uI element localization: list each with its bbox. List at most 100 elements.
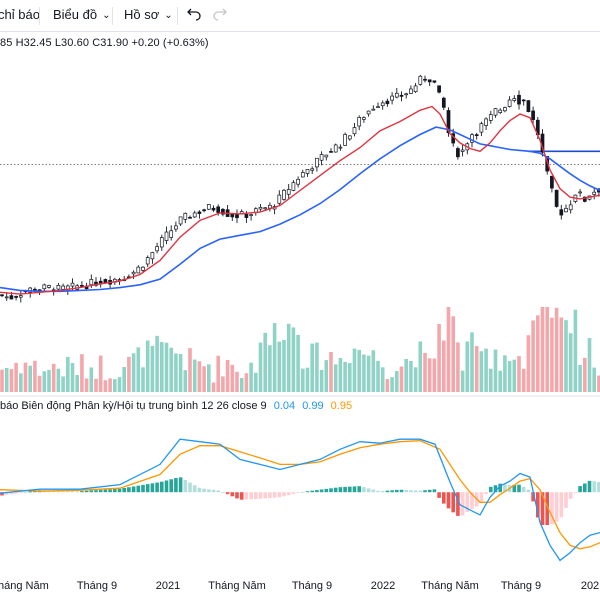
- candle-body: [385, 100, 390, 105]
- chevron-down-icon: ⌄: [164, 10, 173, 21]
- candle-body: [554, 189, 559, 207]
- volume-bar: [338, 358, 343, 392]
- histogram-bar: [296, 492, 300, 494]
- candle-body: [484, 118, 488, 126]
- histogram-bar: [460, 492, 465, 516]
- volume-bar: [235, 371, 239, 392]
- histogram-bar: [395, 489, 399, 493]
- volume-bar: [568, 333, 573, 392]
- candle-body: [390, 95, 394, 101]
- volume-bar: [489, 368, 493, 392]
- histogram-bar: [329, 488, 333, 493]
- histogram-bar: [550, 492, 554, 525]
- histogram-bar: [343, 486, 347, 493]
- volume-bar: [305, 367, 310, 392]
- histogram-bar: [427, 489, 432, 493]
- volume-bar: [216, 355, 220, 392]
- histogram-bar: [84, 490, 89, 493]
- histogram-bar: [404, 489, 408, 493]
- histogram-bar: [94, 490, 98, 493]
- histogram-bar: [0, 492, 4, 496]
- volume-bar: [380, 367, 385, 392]
- candle-body: [291, 182, 296, 191]
- histogram-bar: [319, 489, 324, 493]
- candle-body: [427, 79, 432, 83]
- chevron-down-icon: ⌄: [102, 10, 111, 21]
- volume-bar: [550, 317, 554, 392]
- histogram-bar: [536, 492, 540, 518]
- candle-body: [221, 208, 225, 215]
- candle-body: [521, 99, 526, 102]
- volume-bar: [84, 378, 89, 392]
- volume-bar: [169, 347, 173, 392]
- volume-bar: [390, 377, 394, 392]
- volume-bar: [564, 320, 568, 392]
- volume-bar: [427, 358, 432, 392]
- candle-body: [474, 134, 479, 136]
- volume-bar: [263, 332, 267, 392]
- volume-bar: [28, 365, 32, 392]
- volume-bar: [202, 366, 206, 392]
- volume-bar: [446, 307, 451, 392]
- volume-bar: [61, 376, 65, 392]
- histogram-bar: [221, 492, 225, 493]
- volume-bar: [113, 379, 117, 392]
- candle-body: [338, 146, 343, 149]
- candle-body: [592, 191, 597, 195]
- volume-bar: [296, 334, 300, 392]
- histogram-bar: [352, 486, 357, 493]
- histogram-bar: [131, 486, 136, 493]
- indicators-button[interactable]: chỉ báo: [0, 7, 40, 22]
- volume-bar: [145, 340, 150, 392]
- volume-bar: [531, 320, 535, 392]
- candle-body: [324, 154, 329, 158]
- redo-icon[interactable]: [212, 5, 228, 26]
- profile-menu-button[interactable]: Hồ sơ ⌄: [124, 7, 173, 22]
- volume-bar: [33, 360, 37, 392]
- histogram-bar: [451, 492, 455, 513]
- candle-body: [305, 169, 310, 174]
- histogram-bar: [28, 491, 32, 493]
- histogram-bar: [484, 492, 488, 495]
- volume-bar: [42, 371, 47, 392]
- macd-histogram: [0, 477, 600, 526]
- volume-bar: [75, 374, 79, 392]
- candle-body: [333, 144, 338, 153]
- histogram-bar: [89, 490, 94, 493]
- histogram-bar: [380, 490, 385, 493]
- histogram-bar: [371, 489, 376, 493]
- volume-bar: [89, 367, 94, 392]
- volume-bar: [343, 361, 347, 392]
- histogram-bar: [498, 483, 502, 493]
- macd-legend: báo Biên động Phân kỳ/Hội tụ trung bình …: [0, 400, 356, 412]
- x-tick-label: Tháng Năm: [208, 580, 266, 592]
- undo-icon[interactable]: [186, 5, 202, 26]
- histogram-bar: [66, 490, 70, 493]
- histogram-bar: [183, 479, 188, 493]
- toolbar-divider: [39, 7, 40, 25]
- candle-body: [310, 168, 315, 171]
- histogram-bar: [437, 492, 441, 498]
- candle-body: [14, 296, 18, 298]
- volume-bar: [94, 378, 98, 392]
- x-tick-label: Tháng Năm: [0, 580, 49, 592]
- volume-bar: [536, 315, 540, 392]
- volume-bar: [80, 354, 84, 392]
- histogram-bar: [282, 492, 286, 497]
- candle-body: [409, 88, 413, 94]
- histogram-bar: [324, 488, 329, 493]
- histogram-bar: [141, 484, 145, 493]
- histogram-bar: [531, 492, 535, 502]
- volume-bar: [192, 359, 197, 392]
- volume-bar: [207, 364, 211, 392]
- histogram-bar: [338, 487, 343, 493]
- histogram-bar: [545, 492, 549, 526]
- histogram-bar: [554, 492, 559, 522]
- histogram-bar: [61, 490, 65, 493]
- macd-legend-title: báo Biên động Phân kỳ/Hội tụ trung bình …: [0, 400, 267, 412]
- volume-bar: [479, 351, 484, 392]
- candle-body: [80, 285, 84, 287]
- candle-body: [493, 108, 498, 116]
- chart-menu-button[interactable]: Biểu đồ ⌄: [53, 7, 110, 22]
